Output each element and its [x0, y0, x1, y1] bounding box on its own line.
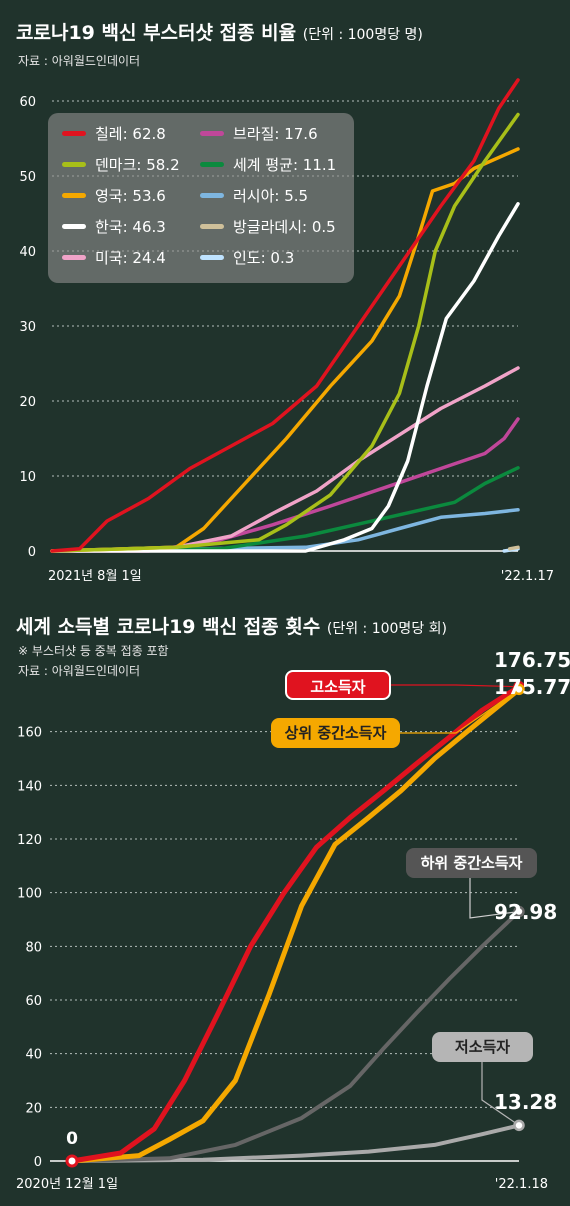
- y-tick-label: 50: [19, 170, 36, 185]
- series-callout-label: 상위 중간소득자: [271, 718, 400, 748]
- legend-swatch: [200, 193, 224, 198]
- y-tick-label: 140: [17, 779, 42, 794]
- y-tick-label: 100: [17, 887, 42, 902]
- series-end-value: 175.77: [494, 675, 570, 699]
- legend-item: 브라질: 17.6: [200, 123, 318, 144]
- series-line-저소득자: [70, 1123, 521, 1163]
- legend-item: 세계 평균: 11.1: [200, 154, 336, 175]
- legend-item: 덴마크: 58.2: [62, 154, 180, 175]
- chart2-plot: 0 20 40 60 80 100 120 140 160 2020년 12월 1일 '22.1.1…: [16, 680, 548, 1192]
- legend-item: 방글라데시: 0.5: [200, 216, 336, 237]
- y-tick-label: 0: [34, 1155, 42, 1170]
- y-tick-label: 80: [25, 940, 42, 955]
- callout-connector: [469, 878, 520, 919]
- legend-item: 러시아: 5.5: [200, 185, 308, 206]
- y-tick-label: 30: [19, 320, 36, 335]
- series-line-러시아: [50, 508, 520, 553]
- legend-label: 한국: 46.3: [95, 218, 166, 236]
- start-dot: [65, 1154, 79, 1168]
- y-tick-label: 0: [28, 545, 36, 560]
- start-value-label: 0: [66, 1129, 78, 1149]
- y-tick-label: 20: [25, 1101, 42, 1116]
- callout-connector: [481, 1062, 520, 1126]
- legend-label: 덴마크: 58.2: [95, 156, 180, 174]
- legend-label: 미국: 24.4: [95, 249, 166, 267]
- legend-item: 영국: 53.6: [62, 185, 166, 206]
- series-line-상위 중간소득자: [69, 686, 522, 1164]
- series-end-value: 92.98: [494, 900, 558, 924]
- legend-swatch: [62, 255, 86, 260]
- callout-connector: [400, 688, 520, 734]
- end-dot: [513, 905, 525, 918]
- y-tick-label: 60: [19, 95, 36, 110]
- legend-swatch: [62, 193, 86, 198]
- end-dot: [513, 1119, 525, 1132]
- legend-swatch: [62, 224, 86, 229]
- series-line-미국: [50, 366, 520, 553]
- legend-item: 한국: 46.3: [62, 216, 166, 237]
- chart1-plot: 0 10 20 30 40 50 60 2021년 8월 1일 '22.1.17: [19, 78, 554, 584]
- chart1-legend: 칠레: 62.8 덴마크: 58.2 영국: 53.6 한국: 46.3 미국: 24.…: [48, 113, 354, 283]
- chart1-title: 코로나19 백신 부스터샷 접종 비율 (단위 : 100명당 명): [16, 22, 423, 44]
- chart1-source: 자료 : 아워월드인데이터: [18, 54, 141, 68]
- series-end-value: 176.75: [494, 648, 570, 672]
- series-line-영국: [50, 147, 520, 553]
- series-line-방글라데시: [507, 545, 520, 551]
- legend-swatch: [200, 131, 224, 136]
- series-line-덴마크: [50, 112, 520, 553]
- callout-connector: [391, 684, 520, 688]
- legend-item: 미국: 24.4: [62, 247, 166, 268]
- end-dot: [513, 683, 525, 696]
- series-callout-label: 하위 중간소득자: [406, 848, 537, 878]
- series-line-칠레: [50, 78, 520, 553]
- legend-label: 영국: 53.6: [95, 187, 166, 205]
- legend-swatch: [62, 131, 86, 136]
- legend-label: 러시아: 5.5: [233, 187, 309, 205]
- y-tick-label: 40: [19, 245, 36, 260]
- legend-label: 인도: 0.3: [233, 249, 295, 267]
- chart2-source: 자료 : 아워월드인데이터: [18, 664, 141, 678]
- y-tick-label: 160: [17, 726, 42, 741]
- legend-label: 방글라데시: 0.5: [233, 218, 336, 236]
- legend-swatch: [200, 255, 224, 260]
- x-start-label: 2021년 8월 1일: [48, 569, 142, 584]
- legend-item: 칠레: 62.8: [62, 123, 166, 144]
- legend-swatch: [200, 162, 224, 167]
- series-end-value: 13.28: [494, 1090, 558, 1114]
- legend-label: 칠레: 62.8: [95, 125, 166, 143]
- y-tick-label: 40: [25, 1048, 42, 1063]
- x-start-label: 2020년 12월 1일: [16, 1177, 118, 1192]
- x-end-label: '22.1.18: [495, 1177, 548, 1192]
- x-end-label: '22.1.17: [501, 569, 554, 584]
- legend-item: 인도: 0.3: [200, 247, 294, 268]
- y-tick-label: 120: [17, 833, 42, 848]
- series-callout-label: 저소득자: [432, 1032, 533, 1062]
- legend-swatch: [200, 224, 224, 229]
- legend-label: 세계 평균: 11.1: [233, 156, 337, 174]
- y-tick-label: 20: [19, 395, 36, 410]
- legend-label: 브라질: 17.6: [233, 125, 318, 143]
- legend-swatch: [62, 162, 86, 167]
- y-tick-label: 60: [25, 994, 42, 1009]
- chart2-title: 세계 소득별 코로나19 백신 접종 횟수 (단위 : 100명당 회): [16, 616, 447, 638]
- series-line-하위 중간소득자: [70, 909, 521, 1163]
- y-tick-label: 10: [19, 470, 36, 485]
- series-line-세계 평균: [50, 466, 520, 553]
- chart2-note: ※ 부스터샷 등 중복 접종 포함: [18, 644, 169, 658]
- series-callout-label: 고소득자: [285, 670, 391, 700]
- series-line-한국: [50, 202, 520, 553]
- series-line-고소득자: [69, 684, 522, 1164]
